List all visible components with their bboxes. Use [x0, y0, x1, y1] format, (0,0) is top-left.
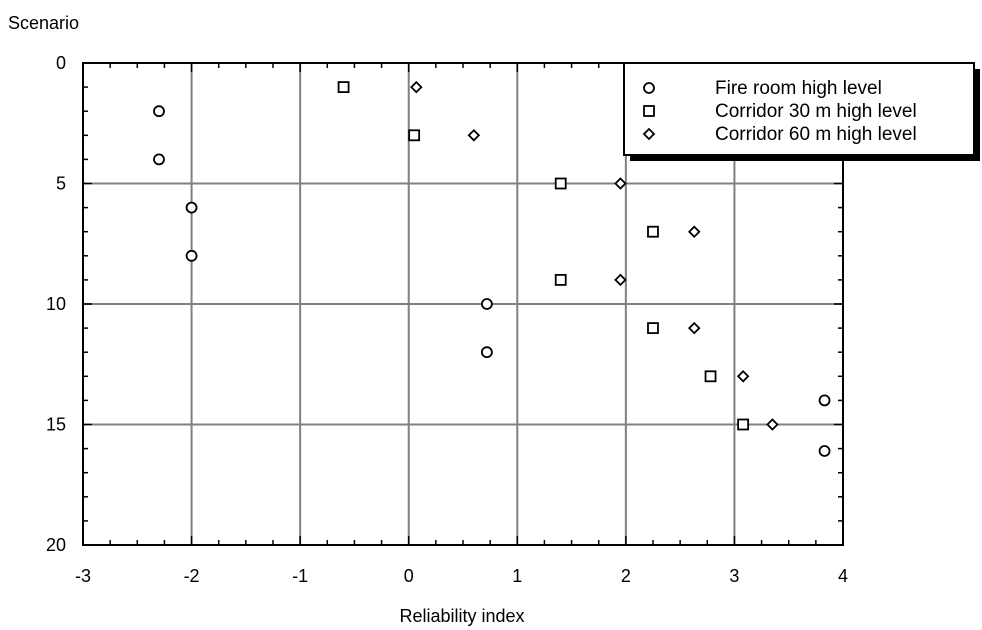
y-tick-label: 0: [56, 53, 66, 73]
x-tick-label: 3: [729, 566, 739, 586]
legend-label: Corridor 30 m high level: [715, 101, 917, 122]
diamond-data-point: [410, 80, 423, 94]
circle-data-point: [818, 445, 831, 457]
diamond-data-point: [467, 129, 481, 142]
plot-frame: [82, 62, 844, 546]
legend-square-marker: [643, 105, 655, 117]
diamond-data-point: [736, 370, 750, 383]
square-data-point: [647, 322, 659, 335]
legend-diamond-marker: [642, 127, 656, 141]
circle-data-point: [818, 394, 831, 407]
x-tick-label: 2: [621, 566, 631, 586]
circle-data-point: [185, 201, 198, 214]
square-data-point: [704, 370, 717, 383]
square-data-point: [337, 81, 350, 93]
legend-circle-marker: [643, 82, 655, 94]
tick-labels: -3 -2 -1 0 1 2 3 4 0 5 10 15 20: [46, 53, 848, 586]
diamond-data-point: [687, 321, 701, 335]
diamond-data-point: [614, 273, 627, 287]
x-tick-label: -1: [292, 566, 308, 586]
circle-data-point: [185, 249, 198, 262]
circle-data-point: [480, 298, 493, 310]
x-axis-label: Reliability index: [399, 606, 524, 626]
y-tick-label: 15: [46, 415, 66, 435]
legend-label: Corridor 60 m high level: [715, 124, 917, 145]
square-data-point: [554, 177, 567, 190]
legend-label: Fire room high level: [715, 78, 882, 99]
y-tick-label: 20: [46, 535, 66, 555]
square-data-point: [554, 273, 567, 286]
x-tick-label: -2: [184, 566, 200, 586]
legend-box: [623, 62, 975, 156]
square-data-point: [408, 129, 421, 142]
y-tick-label: 5: [56, 174, 66, 194]
diamond-data-point: [614, 177, 627, 190]
x-tick-label: -3: [75, 566, 91, 586]
diamond-data-point: [766, 418, 779, 431]
y-axis-label: Scenario: [8, 13, 79, 33]
circle-data-point: [153, 105, 165, 118]
square-data-point: [647, 225, 659, 238]
circle-data-point: [480, 346, 493, 359]
x-tick-label: 1: [512, 566, 522, 586]
square-data-point: [737, 418, 750, 431]
x-tick-label: 4: [838, 566, 848, 586]
diamond-data-point: [687, 225, 701, 238]
circle-data-point: [153, 153, 165, 166]
data-points: [153, 80, 831, 457]
x-tick-label: 0: [404, 566, 414, 586]
y-tick-label: 10: [46, 294, 66, 314]
